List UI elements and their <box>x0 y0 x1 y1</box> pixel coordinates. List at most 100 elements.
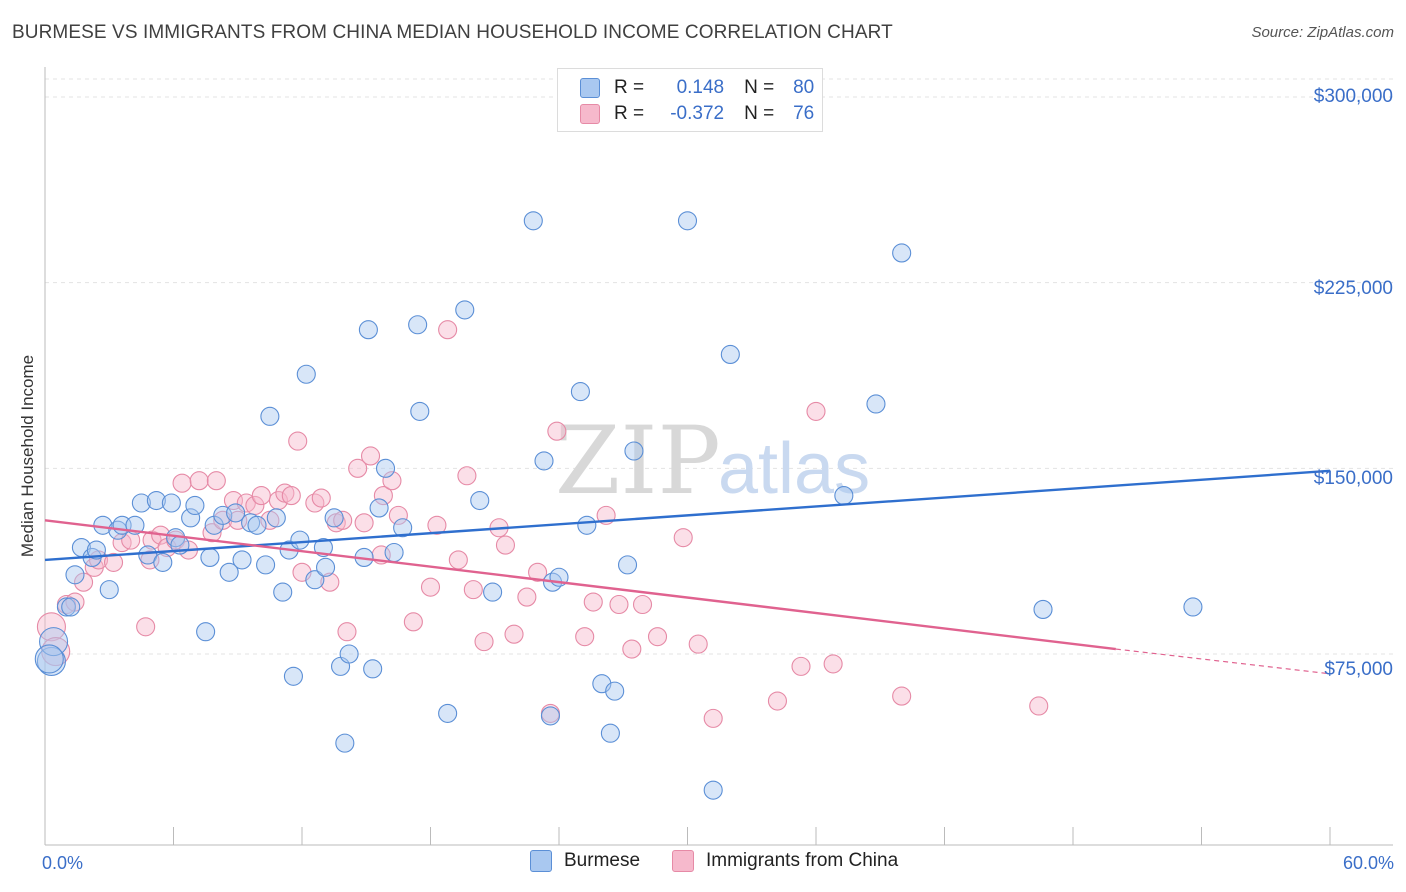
y-tick-225000: $225,000 <box>1313 278 1393 299</box>
china-point <box>388 505 408 525</box>
burmese-point <box>455 300 475 320</box>
y-axis-label: Median Household Income <box>18 354 37 558</box>
china-point <box>189 471 209 491</box>
source-label: Source: ZipAtlas.com <box>1251 24 1394 41</box>
stats-legend: R = 0.148 N = 80 R = -0.372 N = 76 <box>557 68 823 132</box>
china-point <box>360 446 381 466</box>
china-point <box>673 528 693 548</box>
burmese-point <box>369 498 389 518</box>
axes <box>44 67 1393 846</box>
burmese-point <box>131 493 151 513</box>
china-point <box>767 691 788 711</box>
china-point <box>311 488 331 508</box>
burmese-point <box>1033 599 1053 619</box>
china-point <box>202 523 222 543</box>
burmese-point <box>410 401 430 421</box>
burmese-point <box>892 243 912 263</box>
china-point <box>438 320 458 340</box>
x-tick-min: 0.0% <box>42 853 84 873</box>
burmese-point <box>540 706 560 726</box>
series-legend: Burmese Immigrants from China <box>0 850 1406 878</box>
china-point <box>463 580 483 600</box>
china-point <box>547 421 567 441</box>
china-point <box>575 627 595 647</box>
burmese-point <box>866 394 886 414</box>
china-point <box>517 587 537 607</box>
burmese-point <box>316 557 336 577</box>
burmese-point <box>375 458 396 478</box>
burmese-point <box>470 490 490 511</box>
legend-item-burmese: Burmese <box>530 850 640 872</box>
burmese-point <box>703 780 723 800</box>
china-legend-swatch <box>672 850 694 872</box>
burmese-point <box>146 490 166 511</box>
legend-item-china: Immigrants from China <box>672 850 898 872</box>
watermark-zip: ZIP <box>555 407 721 516</box>
burmese-point <box>677 211 698 231</box>
burmese-point <box>226 503 246 523</box>
china-point <box>373 486 393 506</box>
china-point <box>281 486 301 506</box>
china-point <box>688 634 708 654</box>
series-immigrants-from-china <box>36 320 1049 728</box>
burmese-point <box>834 486 854 506</box>
n-value: 76 <box>793 103 815 124</box>
n-value: 80 <box>793 77 815 98</box>
stats-legend-row-burmese: R = 0.148 N = 80 <box>580 76 814 100</box>
series-burmese <box>34 211 1203 800</box>
china-swatch <box>580 104 600 124</box>
burmese-point <box>161 493 181 513</box>
n-label: N = <box>744 77 775 98</box>
burmese-point <box>324 508 344 528</box>
chart-title: BURMESE VS IMMIGRANTS FROM CHINA MEDIAN … <box>12 22 893 43</box>
burmese-point <box>483 582 503 602</box>
burmese-point <box>153 552 173 572</box>
china-point <box>609 594 629 615</box>
china-point <box>892 686 912 706</box>
burmese-point <box>720 344 740 365</box>
china-point <box>1029 696 1049 716</box>
burmese-point <box>200 547 220 568</box>
burmese-point <box>266 508 286 528</box>
china-point <box>320 572 340 592</box>
stats-legend-row-china: R = -0.372 N = 76 <box>580 102 814 126</box>
burmese-point <box>196 622 216 642</box>
burmese-point <box>393 518 413 538</box>
burmese-point <box>290 530 310 550</box>
burmese-point <box>247 515 267 535</box>
y-tick-300000: $300,000 <box>1313 86 1393 107</box>
trend-lines <box>44 469 1331 675</box>
burmese-point <box>232 550 252 570</box>
china-point <box>136 617 156 637</box>
legend-label-burmese: Burmese <box>564 850 641 871</box>
china-point <box>305 493 325 513</box>
burmese-point <box>605 681 625 701</box>
r-label: R = <box>614 77 645 98</box>
china-point <box>427 515 447 535</box>
legend-label-china: Immigrants from China <box>706 850 899 871</box>
china-point <box>703 708 723 728</box>
burmese-point <box>384 542 404 563</box>
burmese-point <box>624 441 644 461</box>
y-tick-75000: $75,000 <box>1324 659 1393 680</box>
china-point <box>403 612 423 632</box>
burmese-point <box>305 570 325 590</box>
burmese-point <box>185 495 205 516</box>
china-point <box>622 639 642 659</box>
watermark: ZIP atlas <box>555 407 870 516</box>
china-point <box>647 627 668 647</box>
burmese-point <box>335 733 355 753</box>
china-point <box>528 562 548 582</box>
burmese-point <box>363 659 383 679</box>
r-value: -0.372 <box>670 103 725 124</box>
china-point <box>806 401 826 421</box>
burmese-point <box>34 644 64 674</box>
china-point <box>354 513 374 533</box>
burmese-point <box>523 211 543 231</box>
burmese-legend-swatch <box>530 850 552 872</box>
burmese-point <box>1183 597 1203 617</box>
china-point <box>206 471 226 491</box>
burmese-point <box>534 451 554 471</box>
burmese-point <box>86 540 106 560</box>
